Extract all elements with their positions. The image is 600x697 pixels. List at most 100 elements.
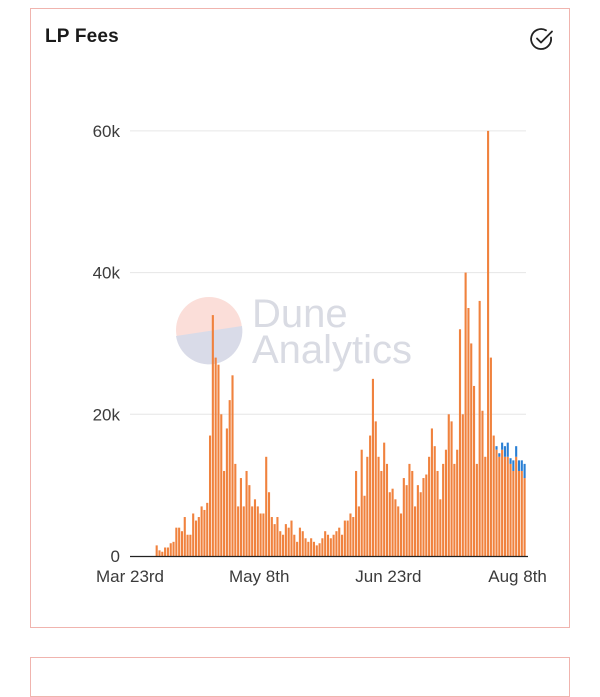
bar-orange[interactable] xyxy=(383,442,386,556)
bar-orange[interactable] xyxy=(200,506,203,556)
bar-blue[interactable] xyxy=(523,463,526,479)
bar-orange[interactable] xyxy=(399,513,403,556)
bar-orange[interactable] xyxy=(397,506,400,556)
bar-orange[interactable] xyxy=(208,435,212,556)
bar-orange[interactable] xyxy=(256,506,259,556)
bar-orange[interactable] xyxy=(366,456,369,556)
bar-orange[interactable] xyxy=(428,456,431,556)
bar-orange[interactable] xyxy=(217,364,220,556)
bar-orange[interactable] xyxy=(326,534,330,556)
bar-orange[interactable] xyxy=(225,428,228,556)
bar-orange[interactable] xyxy=(298,527,301,556)
bar-orange[interactable] xyxy=(318,543,321,556)
bar-orange[interactable] xyxy=(310,538,313,556)
bar-orange[interactable] xyxy=(492,435,495,556)
bar-orange[interactable] xyxy=(192,513,195,556)
bar-orange[interactable] xyxy=(228,400,231,556)
check-circle-icon[interactable] xyxy=(529,26,555,52)
bar-orange[interactable] xyxy=(394,499,397,556)
bar-orange[interactable] xyxy=(245,470,248,556)
bar-blue[interactable] xyxy=(503,446,506,457)
bar-orange[interactable] xyxy=(301,531,304,556)
bar-orange[interactable] xyxy=(484,456,487,556)
bar-orange[interactable] xyxy=(456,449,459,556)
bar-orange[interactable] xyxy=(489,357,492,556)
bar-orange[interactable] xyxy=(194,520,198,556)
bar-blue[interactable] xyxy=(520,460,523,471)
bar-orange[interactable] xyxy=(203,509,206,556)
bar-orange[interactable] xyxy=(284,524,287,556)
bar-orange[interactable] xyxy=(248,485,251,556)
bar-blue[interactable] xyxy=(501,442,504,450)
bar-orange[interactable] xyxy=(340,534,344,556)
bar-orange[interactable] xyxy=(436,470,439,556)
bar-blue[interactable] xyxy=(495,446,498,450)
bar-orange[interactable] xyxy=(369,435,372,556)
bar-orange[interactable] xyxy=(388,492,391,556)
bar-orange[interactable] xyxy=(279,531,282,556)
bar-orange[interactable] xyxy=(411,470,414,556)
bar-orange[interactable] xyxy=(470,343,473,556)
bar-orange[interactable] xyxy=(155,545,158,556)
bar-orange[interactable] xyxy=(520,470,523,556)
bar-orange[interactable] xyxy=(371,378,374,556)
bar-orange[interactable] xyxy=(197,517,200,556)
bar-orange[interactable] xyxy=(385,463,389,556)
bar-orange[interactable] xyxy=(512,470,515,556)
bar-orange[interactable] xyxy=(391,488,394,556)
bar-blue[interactable] xyxy=(509,458,512,464)
bar-orange[interactable] xyxy=(408,463,411,556)
bar-orange[interactable] xyxy=(335,531,338,556)
bar-orange[interactable] xyxy=(315,545,318,556)
bar-orange[interactable] xyxy=(472,385,476,556)
bar-orange[interactable] xyxy=(447,414,450,556)
bar-orange[interactable] xyxy=(183,517,186,556)
bar-orange[interactable] xyxy=(352,517,355,556)
bar-orange[interactable] xyxy=(270,517,273,556)
bar-orange[interactable] xyxy=(265,456,268,556)
bar-orange[interactable] xyxy=(332,534,335,556)
bar-orange[interactable] xyxy=(267,492,271,556)
bar-orange[interactable] xyxy=(253,499,257,556)
bar-orange[interactable] xyxy=(262,513,265,556)
bar-orange[interactable] xyxy=(324,531,327,556)
bar-orange[interactable] xyxy=(509,463,512,556)
bar-orange[interactable] xyxy=(439,499,442,556)
bar-orange[interactable] xyxy=(422,478,425,556)
bar-orange[interactable] xyxy=(402,478,405,556)
bar-orange[interactable] xyxy=(425,474,428,556)
bar-orange[interactable] xyxy=(287,527,290,556)
bar-orange[interactable] xyxy=(234,463,237,556)
bar-orange[interactable] xyxy=(180,531,184,556)
bar-orange[interactable] xyxy=(189,534,192,556)
bar-blue[interactable] xyxy=(512,460,515,471)
bar-orange[interactable] xyxy=(374,421,377,556)
bar-orange[interactable] xyxy=(329,538,332,556)
bar-orange[interactable] xyxy=(444,449,448,556)
bar-orange[interactable] xyxy=(172,541,175,556)
bar-orange[interactable] xyxy=(346,520,349,556)
bar-orange[interactable] xyxy=(158,550,161,556)
bar-orange[interactable] xyxy=(419,492,422,556)
bar-orange[interactable] xyxy=(416,485,419,556)
bar-orange[interactable] xyxy=(242,506,245,556)
bar-blue[interactable] xyxy=(498,453,501,457)
bar-orange[interactable] xyxy=(220,414,223,556)
bar-orange[interactable] xyxy=(517,470,521,556)
bar-orange[interactable] xyxy=(312,541,316,556)
bar-orange[interactable] xyxy=(377,456,380,556)
bar-orange[interactable] xyxy=(515,456,518,556)
bar-orange[interactable] xyxy=(380,470,383,556)
bar-orange[interactable] xyxy=(453,463,456,556)
bar-orange[interactable] xyxy=(360,449,363,556)
bar-orange[interactable] xyxy=(214,357,217,556)
bar-orange[interactable] xyxy=(498,456,501,556)
bar-orange[interactable] xyxy=(276,517,279,556)
bar-orange[interactable] xyxy=(501,449,504,556)
bar-orange[interactable] xyxy=(282,534,285,556)
bar-orange[interactable] xyxy=(478,300,481,556)
bar-orange[interactable] xyxy=(338,527,341,556)
bar-orange[interactable] xyxy=(442,463,445,556)
bar-orange[interactable] xyxy=(430,428,433,556)
bar-orange[interactable] xyxy=(464,272,467,556)
